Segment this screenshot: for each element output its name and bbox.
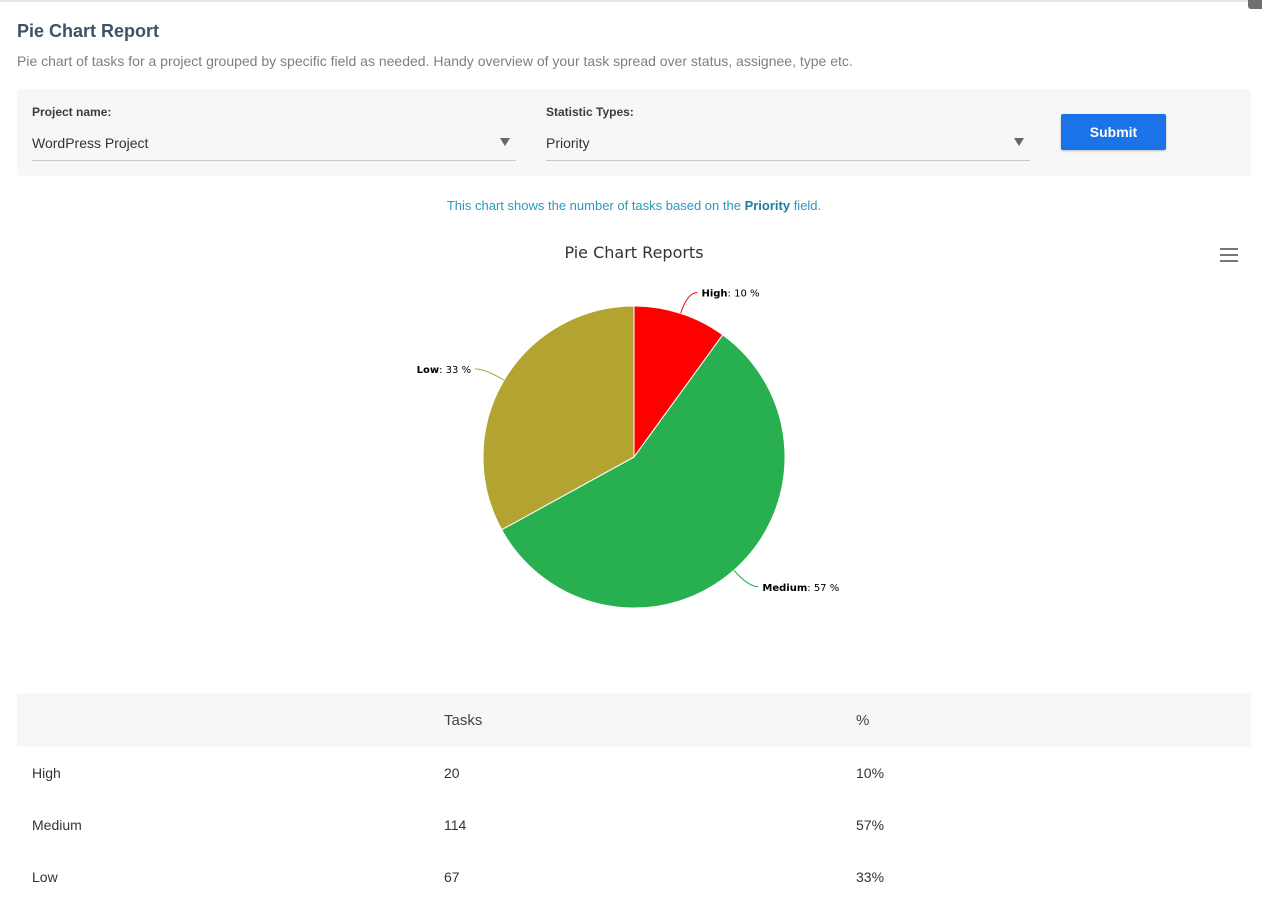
table-cell: 67: [444, 869, 460, 885]
pie-label-value: : 10 %: [728, 288, 760, 299]
project-name-select[interactable]: WordPress Project: [32, 131, 516, 161]
table-header-cell: [17, 693, 444, 747]
table-cell: High: [32, 765, 61, 781]
statistic-types-label: Statistic Types:: [546, 105, 634, 119]
page-title: Pie Chart Report: [17, 21, 160, 41]
submit-button[interactable]: Submit: [1061, 114, 1166, 150]
pie-connector-high: [680, 291, 698, 314]
pie-slice-medium[interactable]: [500, 334, 786, 609]
triangle-down-icon: [500, 138, 510, 146]
chart-title: Pie Chart Reports: [564, 243, 703, 262]
table-row: Medium 114 57%: [17, 799, 1251, 851]
pie-label-low: Low: 33 %: [417, 365, 471, 376]
pie-connector-low: [475, 368, 505, 381]
table-cell: Low: [32, 869, 58, 885]
table-row: Low 67 33%: [17, 851, 1251, 903]
statistic-types-select[interactable]: Priority: [546, 131, 1030, 161]
chart-note-prefix: This chart shows the number of tasks bas…: [446, 198, 745, 213]
table-cell: 57%: [856, 817, 885, 833]
pie-chart: Pie Chart Reports High: 10 % Medium: 57 %…: [417, 243, 840, 609]
window-corner-handle: [1248, 0, 1262, 9]
table-cell: Medium: [32, 817, 82, 833]
pie-slices: [482, 305, 786, 609]
statistic-types-value: Priority: [546, 135, 590, 151]
project-name-label: Project name:: [32, 105, 112, 119]
pie-label-value: : 33 %: [439, 365, 471, 376]
chart-note-suffix: field.: [790, 198, 822, 213]
table-header-cell: %: [856, 711, 870, 729]
filter-panel: Project name: WordPress Project Statisti…: [17, 89, 1251, 176]
hamburger-menu-icon[interactable]: [1220, 248, 1238, 262]
pie-label-name: Medium: [762, 583, 807, 594]
table-cell: 114: [444, 817, 467, 833]
chart-note-field: Priority: [744, 198, 791, 213]
pie-connector-medium: [733, 569, 759, 588]
data-table: Tasks % High 20 10% Medium 114 57% Low 6…: [17, 693, 1251, 903]
pie-label-value: : 57 %: [807, 583, 839, 594]
chart-description: This chart shows the number of tasks bas…: [0, 198, 1262, 213]
table-header-cell: Tasks: [444, 711, 483, 729]
table-cell: 10%: [856, 765, 885, 781]
table-cell: 20: [444, 765, 460, 781]
table-cell: 33%: [856, 869, 885, 885]
pie-label-name: High: [701, 288, 727, 299]
pie-labels: High: 10 % Medium: 57 % Low: 33 %: [417, 288, 840, 593]
project-name-value: WordPress Project: [32, 135, 149, 151]
pie-label-medium: Medium: 57 %: [762, 583, 839, 594]
triangle-down-icon: [1014, 138, 1024, 146]
pie-label-name: Low: [417, 365, 439, 376]
pie-slice-low[interactable]: [482, 305, 635, 531]
table-row: High 20 10%: [17, 747, 1251, 799]
top-border: [0, 0, 1262, 2]
pie-label-high: High: 10 %: [701, 288, 759, 299]
page-description: Pie chart of tasks for a project grouped…: [17, 53, 853, 69]
table-header-row: Tasks %: [17, 693, 1251, 747]
